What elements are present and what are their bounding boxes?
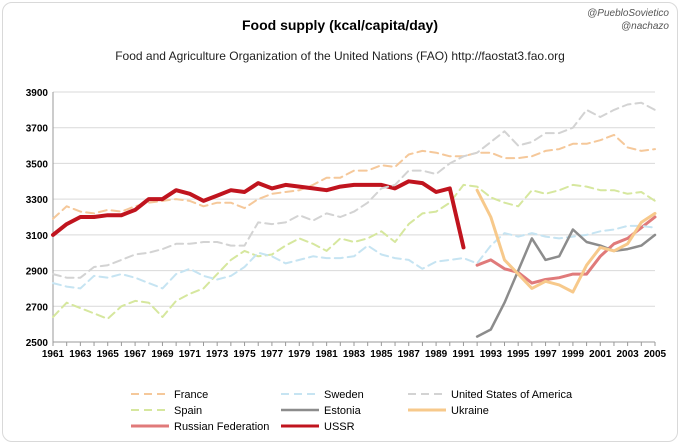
legend-label-russian-federation: Russian Federation <box>174 421 269 433</box>
series-line-estonia <box>475 228 657 338</box>
series-line-united-states-of-america <box>52 101 656 279</box>
series-line-russian-federation <box>475 215 657 285</box>
chart-subtitle: Food and Agriculture Organization of the… <box>115 49 565 63</box>
x-tick-label: 1975 <box>233 349 256 360</box>
chart-title: Food supply (kcal/capita/day) <box>241 17 439 33</box>
credit-line: @PuebloSovietico <box>587 8 669 19</box>
x-tick-label: 1971 <box>179 349 202 360</box>
x-tick-label: 1979 <box>288 349 311 360</box>
legend-label-ussr: USSR <box>324 421 355 433</box>
x-tick-label: 1963 <box>69 349 92 360</box>
series-line-spain <box>52 183 656 320</box>
legend-label-spain: Spain <box>174 405 202 417</box>
x-tick-label: 2003 <box>617 349 640 360</box>
legend-label-france: France <box>174 389 208 401</box>
x-tick-label: 1969 <box>151 349 174 360</box>
series-line-france <box>52 133 656 220</box>
y-tick-label: 2500 <box>26 338 49 349</box>
y-tick-label: 3900 <box>26 88 49 99</box>
x-tick-label: 1991 <box>452 349 475 360</box>
y-tick-label: 2700 <box>26 302 49 313</box>
x-tick-label: 1993 <box>480 349 503 360</box>
x-tick-label: 1989 <box>425 349 448 360</box>
y-tick-label: 3500 <box>26 159 49 170</box>
y-tick-label: 2900 <box>26 267 49 278</box>
y-tick-label: 3100 <box>26 231 49 242</box>
series-line-ussr <box>51 179 466 250</box>
x-tick-label: 1995 <box>507 349 530 360</box>
x-tick-label: 1973 <box>206 349 229 360</box>
y-tick-label: 3700 <box>26 124 49 135</box>
x-tick-label: 1983 <box>343 349 366 360</box>
x-tick-label: 2001 <box>589 349 612 360</box>
series-line-sweden <box>52 224 656 290</box>
legend-label-united-states-of-america: United States of America <box>451 389 573 401</box>
x-tick-label: 1981 <box>316 349 339 360</box>
x-tick-label: 1997 <box>534 349 557 360</box>
x-tick-label: 1987 <box>398 349 421 360</box>
series-line-ukraine <box>475 188 657 294</box>
x-tick-label: 1967 <box>124 349 147 360</box>
legend-label-estonia: Estonia <box>324 405 362 417</box>
line-chart: 2500 2700 2900 3100 3300 3500 3700 3900 1961 1963… <box>26 88 667 433</box>
x-tick-label: 1977 <box>261 349 284 360</box>
x-tick-label: 1999 <box>562 349 585 360</box>
credit-line: @nachazo <box>621 21 669 32</box>
legend-label-sweden: Sweden <box>324 389 364 401</box>
x-tick-label: 1961 <box>42 349 65 360</box>
credits: @PuebloSovietico @nachazo <box>587 7 669 33</box>
legend-label-ukraine: Ukraine <box>451 405 489 417</box>
x-tick-label: 1965 <box>97 349 120 360</box>
x-tick-label: 2005 <box>644 349 667 360</box>
x-tick-label: 1985 <box>370 349 393 360</box>
y-tick-label: 3300 <box>26 195 49 206</box>
